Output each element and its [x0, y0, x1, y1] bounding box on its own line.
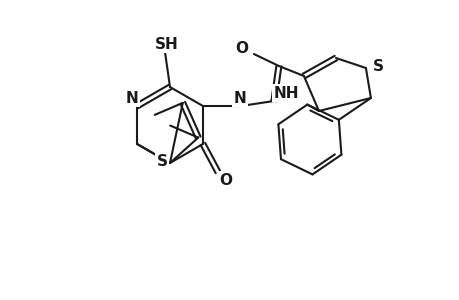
Text: SH: SH	[155, 37, 179, 52]
Text: O: O	[219, 172, 232, 188]
Text: O: O	[235, 40, 248, 56]
Text: N: N	[125, 91, 138, 106]
Text: S: S	[372, 58, 382, 74]
Text: NH: NH	[273, 85, 298, 100]
Text: S: S	[156, 154, 167, 169]
Text: N: N	[233, 91, 246, 106]
